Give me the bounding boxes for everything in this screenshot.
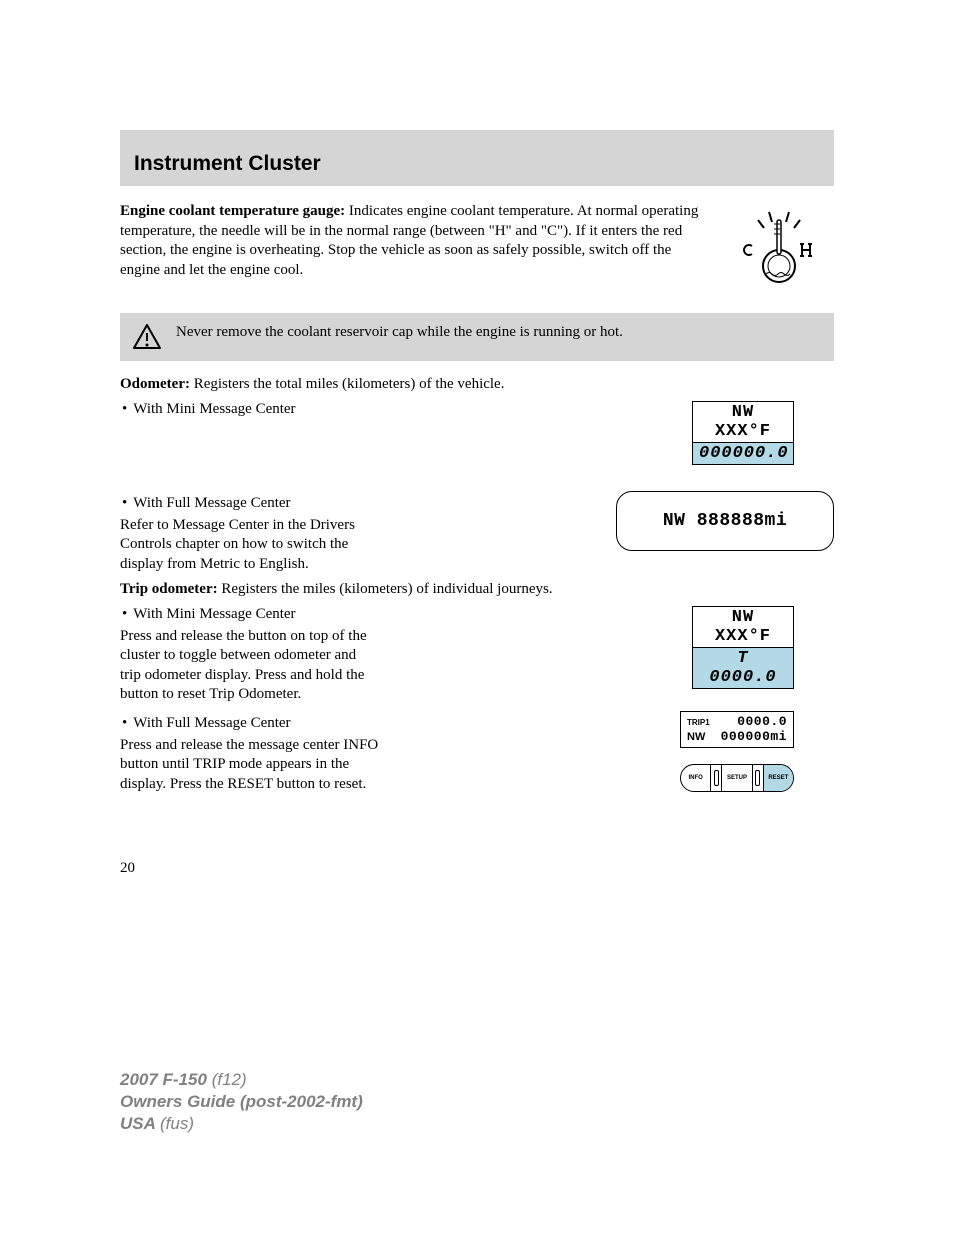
trip-mini-note: Press and release the button on top of t… (120, 627, 380, 705)
setup-button[interactable]: SETUP (722, 765, 751, 791)
trip-full-display: TRIP1 0000.0 NW 000000mi (680, 711, 794, 748)
message-center-controls: INFO SETUP RESET (680, 764, 794, 792)
warning-callout: Never remove the coolant reservoir cap w… (120, 313, 834, 361)
coolant-heading: Engine coolant temperature gauge: (120, 203, 345, 219)
trip-heading: Trip odometer: (120, 581, 218, 597)
mini-display-row1: NW XXX°F (693, 402, 793, 442)
trip-body: Registers the miles (kilometers) of indi… (218, 581, 553, 597)
trip-intro: Trip odometer: Registers the miles (kilo… (120, 580, 834, 600)
footer-code: (f12) (212, 1070, 247, 1089)
odometer-full-display: NW 888888mi (616, 491, 834, 551)
trip-full-note: Press and release the message center INF… (120, 736, 380, 795)
trip1-value: 0000.0 (737, 714, 787, 730)
footer-model: 2007 F-150 (120, 1070, 212, 1089)
gauge-icon (724, 202, 834, 292)
control-divider-1 (710, 765, 722, 791)
nw-label: NW (687, 731, 705, 744)
full-display-text: NW 888888mi (616, 491, 834, 551)
section-header-bar: Instrument Cluster (120, 130, 834, 186)
trip-mini-row1: NW XXX°F (693, 607, 793, 647)
footer-region: USA (120, 1114, 160, 1133)
coolant-gauge-figure (724, 202, 834, 297)
info-button[interactable]: INFO (681, 765, 710, 791)
page: Instrument Cluster (0, 0, 954, 1235)
mini-display-row2: 000000.0 (693, 442, 793, 464)
odometer-intro: Odometer: Registers the total miles (kil… (120, 375, 834, 395)
trip-full-figure: TRIP1 0000.0 NW 000000mi INFO SETUP RESE… (680, 711, 794, 792)
warning-icon (132, 323, 162, 351)
page-number: 20 (120, 860, 834, 877)
trip1-label: TRIP1 (687, 718, 710, 728)
control-divider-2 (752, 765, 764, 791)
footer: 2007 F-150 (f12) Owners Guide (post-2002… (120, 1069, 363, 1135)
footer-region-code: (fus) (160, 1114, 194, 1133)
odometer-body: Registers the total miles (kilometers) o… (190, 376, 505, 392)
section-title: Instrument Cluster (134, 152, 820, 176)
trip-mini-display: NW XXX°F T 0000.0 (692, 606, 794, 689)
trip-mini-row2: T 0000.0 (693, 647, 793, 688)
footer-guide: Owners Guide (post-2002-fmt) (120, 1091, 363, 1113)
warning-text: Never remove the coolant reservoir cap w… (176, 323, 623, 343)
odometer-full-note: Refer to Message Center in the Drivers C… (120, 516, 380, 575)
odometer-mini-display: NW XXX°F 000000.0 (692, 401, 794, 465)
odometer-heading: Odometer: (120, 376, 190, 392)
reset-button[interactable]: RESET (764, 765, 793, 791)
nw-value: 000000mi (721, 729, 787, 745)
